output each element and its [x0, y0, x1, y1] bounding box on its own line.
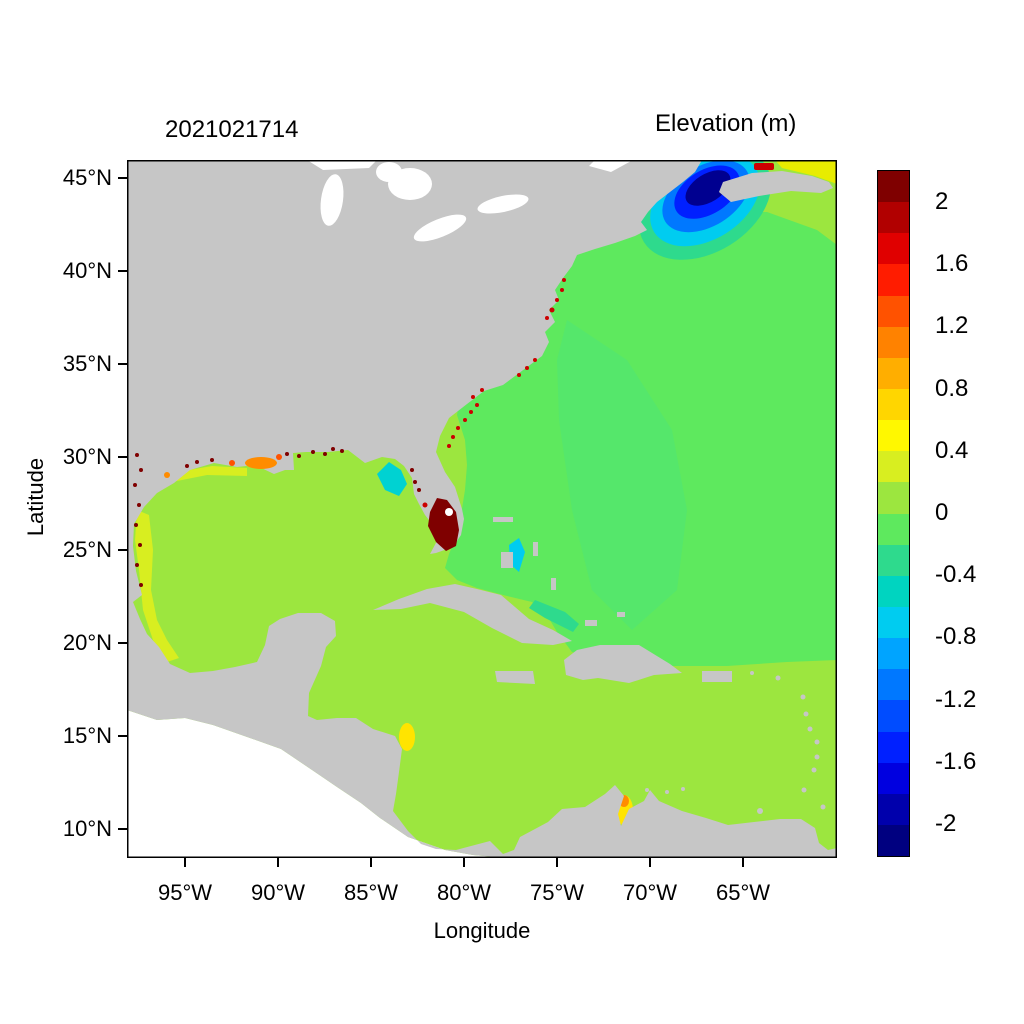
colorbar-segment-17 — [878, 700, 909, 732]
colorbar-segment-3 — [878, 264, 909, 296]
gulf-coast-dark-red-specks — [133, 447, 421, 587]
y-tick-mark — [118, 642, 127, 644]
colorbar-segment-5 — [878, 326, 909, 358]
east-coast-red-specks — [447, 278, 566, 448]
y-tick-mark — [118, 456, 127, 458]
colorbar-tick-label: -0.8 — [935, 623, 977, 651]
y-tick-label: 10°N — [62, 816, 112, 841]
x-tick-mark — [556, 858, 558, 867]
nova-scotia — [719, 171, 833, 202]
colorbar-segment-11 — [878, 513, 909, 545]
x-tick-label: 85°W — [343, 880, 399, 905]
y-tick-mark — [118, 177, 127, 179]
x-tick-label: 80°W — [436, 880, 492, 905]
x-tick-mark — [742, 858, 744, 867]
x-tick-label: 95°W — [157, 880, 213, 905]
colorbar-tick-label: 0 — [935, 499, 949, 526]
x-tick-mark — [370, 858, 372, 867]
y-tick-label: 20°N — [62, 630, 112, 655]
colorbar — [877, 170, 910, 857]
colorbar-tick-label: -0.4 — [935, 561, 977, 589]
x-tick-label: 90°W — [250, 880, 306, 905]
colorbar-segment-19 — [878, 762, 909, 794]
colorbar-segment-12 — [878, 544, 909, 576]
colorbar-tick-label: -2 — [935, 809, 957, 837]
y-tick-mark — [118, 363, 127, 365]
timestamp-title: 2021021714 — [165, 116, 299, 143]
ocean-atlantic-inner — [557, 320, 687, 630]
plot-border — [127, 160, 837, 858]
colorbar-tick-label: 1.2 — [935, 312, 969, 340]
colorbar-tick-label: -1.6 — [935, 747, 977, 775]
west-florida-shelf-patch — [377, 462, 407, 496]
colorbar-segment-9 — [878, 451, 909, 483]
colorbar-segment-21 — [878, 824, 909, 857]
louisiana-orange-patch — [245, 457, 277, 469]
y-axis-ticks: 45°N 40°N 35°N 30°N 25°N 20°N 15°N 10°N — [0, 160, 127, 858]
colorbar-tick-label: 0.4 — [935, 436, 969, 464]
colorbar-segment-7 — [878, 388, 909, 421]
colorbar-segment-1 — [878, 202, 909, 234]
colorbar-segment-6 — [878, 357, 909, 389]
colorbar-segment-8 — [878, 420, 909, 452]
colorbar-segment-16 — [878, 669, 909, 701]
y-tick-label: 25°N — [62, 537, 112, 562]
northeast-corner-高 — [775, 160, 837, 184]
colorbar-segment-10 — [878, 482, 909, 514]
colorbar-segment-14 — [878, 606, 909, 639]
pacific-outside-domain — [127, 710, 507, 858]
x-axis-label: Longitude — [433, 918, 531, 943]
colorbar-segment-18 — [878, 731, 909, 763]
colorbar-tick-labels: 2 1.6 1.2 0.8 0.4 0 -0.4 -0.8 -1.2 -1.6 -2 — [910, 171, 1010, 855]
x-tick-mark — [184, 858, 186, 867]
colorbar-tick-label: 2 — [935, 188, 949, 216]
y-tick-mark — [118, 549, 127, 551]
x-tick-mark — [277, 858, 279, 867]
nicaragua-coast-spot — [399, 723, 415, 751]
y-tick-label: 15°N — [62, 723, 112, 748]
y-tick-mark — [118, 270, 127, 272]
x-tick-label: 75°W — [529, 880, 585, 905]
land-north-central-south-america — [127, 160, 837, 858]
x-axis-ticks: 95°W 90°W 85°W 80°W 75°W 70°W 65°W — [127, 858, 837, 928]
y-tick-label: 40°N — [62, 258, 112, 283]
colorbar-segment-15 — [878, 638, 909, 670]
colorbar-segment-20 — [878, 793, 909, 825]
y-tick-label: 30°N — [62, 444, 112, 469]
x-tick-mark — [649, 858, 651, 867]
colorbar-title: Elevation (m) — [655, 110, 797, 137]
y-tick-label: 45°N — [62, 165, 112, 190]
x-tick-label: 70°W — [622, 880, 678, 905]
colorbar-tick-label: 1.6 — [935, 250, 969, 278]
lake-okeechobee — [445, 508, 453, 516]
y-tick-mark — [118, 828, 127, 830]
islands — [373, 171, 833, 814]
colorbar-segment-2 — [878, 233, 909, 265]
map-plot-area — [127, 160, 837, 858]
great-lakes — [307, 160, 633, 242]
colorbar-segment-4 — [878, 295, 909, 327]
elevation-map-canvas — [127, 160, 837, 858]
y-tick-mark — [118, 735, 127, 737]
colorbar-segment-0 — [878, 171, 909, 203]
bay-of-fundy-red-dash — [754, 163, 774, 170]
colorbar-tick-label: -1.2 — [935, 685, 977, 713]
colorbar-tick-label: 0.8 — [935, 374, 969, 402]
y-tick-label: 35°N — [62, 351, 112, 376]
colorbar-segment-13 — [878, 575, 909, 607]
old-bahama-channel-patch — [529, 600, 579, 632]
west-gulf-coastal-band — [135, 510, 179, 662]
coastal-high-elevation-features — [133, 163, 774, 587]
x-tick-mark — [463, 858, 465, 867]
x-tick-label: 65°W — [715, 880, 771, 905]
